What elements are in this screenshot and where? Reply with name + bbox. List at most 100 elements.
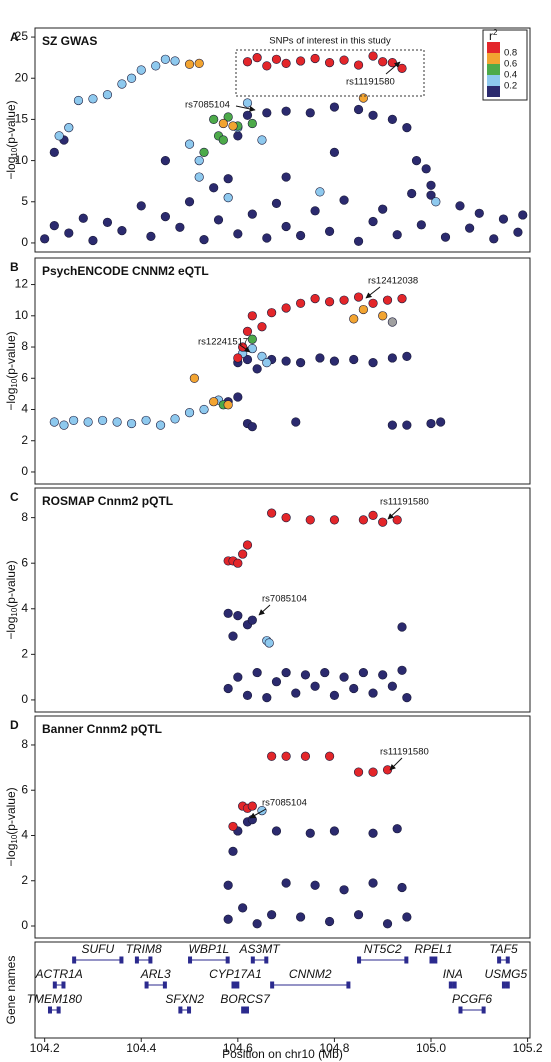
annotation: rs12412038: [368, 276, 418, 287]
snp-point: [242, 354, 253, 365]
snp-point: [387, 353, 397, 363]
snp-point: [242, 326, 253, 337]
snp-point: [353, 292, 364, 302]
x-tick-label: 104.6: [223, 1041, 253, 1055]
snp-point: [271, 826, 282, 836]
arrow: [385, 61, 401, 75]
gene-exon: [433, 956, 438, 964]
snp-point: [296, 230, 306, 241]
annotation: rs12241517: [198, 337, 248, 348]
snp-point: [358, 304, 368, 315]
panel-title: Banner Cnnm2 pQTL: [42, 722, 162, 736]
gene-name: PCGF6: [452, 992, 492, 1006]
y-tick-label: 2: [21, 647, 28, 661]
snp-point: [378, 670, 388, 680]
snp-point: [73, 95, 84, 106]
snp-point: [281, 303, 291, 313]
y-axis-label-part: −log: [4, 388, 18, 411]
snp-point: [281, 221, 291, 232]
snp-point: [387, 317, 397, 327]
snp-point: [252, 364, 262, 374]
snp-point: [329, 356, 340, 366]
y-tick-label: 5: [21, 194, 28, 208]
snp-point: [296, 298, 306, 308]
annotation: rs7085104: [262, 594, 307, 605]
snp-point: [98, 415, 108, 426]
snp-point: [69, 415, 79, 426]
gene-exon: [72, 956, 77, 964]
snp-point: [368, 216, 378, 227]
snp-point: [353, 236, 364, 246]
y-axis-label: −log10(p-value): [4, 787, 19, 866]
snp-point: [83, 417, 93, 427]
annotation: SNPs of interest in this study: [269, 36, 391, 47]
y-axis-label-part: 10: [10, 147, 19, 156]
gene-name: BORCS7: [220, 992, 271, 1006]
gene-exon: [452, 981, 457, 989]
snp-point: [387, 114, 397, 125]
gene-name: INA: [443, 967, 463, 981]
snp-point: [199, 235, 209, 245]
snp-point: [78, 213, 88, 223]
snp-point: [184, 139, 195, 149]
gene-exon: [52, 981, 57, 989]
y-tick-label: 20: [15, 70, 29, 84]
snp-point: [218, 135, 228, 145]
y-tick-label: 0: [21, 235, 28, 249]
y-tick-label: 2: [21, 873, 28, 887]
snp-point: [465, 223, 475, 233]
gene-exon: [505, 956, 510, 964]
y-tick-label: 4: [21, 828, 28, 842]
gene-exon: [505, 981, 510, 989]
snp-point: [378, 311, 388, 321]
gene-exon: [250, 956, 255, 964]
y-axis-label: −log10(p-value): [4, 331, 19, 410]
gene-exon: [144, 981, 149, 989]
snp-point: [252, 919, 262, 929]
snp-point: [368, 878, 378, 888]
snp-point: [262, 233, 272, 243]
snp-point: [218, 118, 228, 129]
gene-exon: [56, 1006, 61, 1014]
gene-exon: [235, 981, 240, 989]
legend-title-part: 2: [493, 28, 498, 37]
snp-point: [431, 197, 441, 207]
gene-exon: [231, 981, 236, 989]
snp-point: [310, 206, 320, 216]
snp-point: [238, 549, 248, 559]
y-tick-label: 12: [15, 277, 29, 291]
snp-point: [267, 910, 277, 920]
snp-point: [184, 59, 195, 69]
gene-name: SUFU: [81, 942, 114, 956]
snp-point: [339, 295, 349, 305]
y-tick-label: 10: [15, 308, 29, 322]
snp-point: [392, 515, 402, 525]
snp-point: [242, 98, 253, 108]
snp-point: [305, 108, 315, 118]
snp-point: [126, 418, 137, 429]
x-axis-label: Position on chr10 (Mb): [222, 1047, 343, 1061]
snp-point: [421, 164, 431, 174]
snp-point: [416, 220, 426, 230]
snp-point: [160, 155, 170, 166]
snp-point: [402, 123, 412, 133]
snp-point: [349, 683, 359, 694]
snp-point: [324, 751, 335, 761]
snp-point: [194, 58, 204, 69]
snp-point: [281, 751, 291, 761]
y-tick-label: 2: [21, 433, 28, 447]
y-axis-label-part: 10: [10, 378, 19, 387]
arrow: [258, 604, 271, 616]
y-tick-label: 8: [21, 737, 28, 751]
snp-point: [291, 417, 301, 427]
snp-point: [387, 420, 397, 430]
y-tick-label: 4: [21, 601, 28, 615]
snp-point: [387, 681, 397, 691]
snp-point: [252, 53, 262, 63]
snp-point: [397, 63, 407, 73]
y-axis-label-part: −log: [4, 844, 18, 867]
legend-label: 0.4: [504, 70, 517, 81]
snp-point: [378, 517, 388, 527]
gene-exon: [264, 956, 269, 964]
